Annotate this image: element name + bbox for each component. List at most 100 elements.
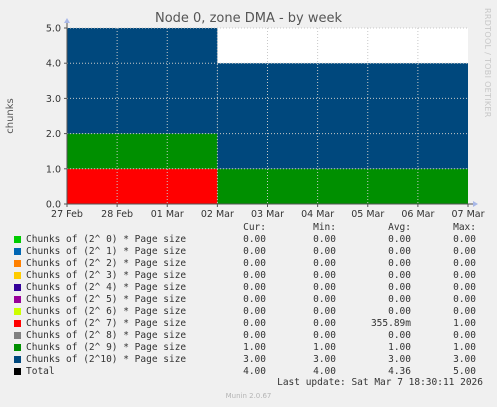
legend-header-avg: Avg: xyxy=(388,222,411,233)
x-tick-label: 27 Feb xyxy=(51,209,83,220)
legend-swatch xyxy=(14,320,21,327)
legend-value-max: 5.00 xyxy=(453,366,476,377)
legend-value-max: 0.00 xyxy=(453,258,476,269)
legend-value-min: 0.00 xyxy=(313,258,336,269)
area-segment-1-series-2 xyxy=(217,63,468,169)
legend-value-cur: 0.00 xyxy=(243,318,266,329)
last-update: Last update: Sat Mar 7 18:30:11 2026 xyxy=(277,377,483,388)
legend-value-max: 0.00 xyxy=(453,270,476,281)
x-axis-arrow xyxy=(473,201,478,207)
legend-value-avg: 1.00 xyxy=(388,342,411,353)
grid-overlay xyxy=(67,27,468,204)
legend-value-cur: 0.00 xyxy=(243,306,266,317)
legend-label: Chunks of (2^ 4) * Page size xyxy=(26,282,187,293)
area-segment-0-series-2 xyxy=(67,28,218,134)
x-tick-label: 04 Mar xyxy=(301,209,334,220)
x-tick-label: 07 Mar xyxy=(451,209,484,220)
legend-value-avg: 0.00 xyxy=(388,234,411,245)
legend-swatch xyxy=(14,248,21,255)
legend-row: Chunks of (2^ 7) * Page size 0.00 0.00 355.… xyxy=(0,318,497,330)
legend-row: Chunks of (2^ 3) * Page size 0.00 0.00 0.00… xyxy=(0,270,497,282)
legend-label: Total xyxy=(26,366,55,377)
legend-value-min: 0.00 xyxy=(313,270,336,281)
legend-value-avg: 0.00 xyxy=(388,258,411,269)
legend-value-min: 0.00 xyxy=(313,234,336,245)
x-tick-label: 01 Mar xyxy=(151,209,184,220)
axis-layer: 0.0 1.0 2.0 3.0 4.0 5.0 27 Feb 28 Feb 01 Mar 02 M… xyxy=(46,18,485,220)
legend-swatch xyxy=(14,260,21,267)
legend-swatch xyxy=(14,356,21,363)
legend-value-cur: 1.00 xyxy=(243,342,266,353)
legend-value-avg: 355.89m xyxy=(370,318,411,329)
legend-header-min: Min: xyxy=(313,222,336,233)
x-tick-label: 06 Mar xyxy=(401,209,434,220)
x-tick-label: 05 Mar xyxy=(351,209,384,220)
y-tick-label: 4.0 xyxy=(46,59,61,70)
legend-value-cur: 0.00 xyxy=(243,258,266,269)
legend-value-min: 0.00 xyxy=(313,306,336,317)
y-tick-label: 5.0 xyxy=(46,24,61,35)
legend-row: Chunks of (2^ 1) * Page size 0.00 0.00 0.00… xyxy=(0,246,497,258)
area-layer xyxy=(67,28,468,204)
legend-value-cur: 0.00 xyxy=(243,270,266,281)
legend-swatch xyxy=(14,344,21,351)
legend-value-cur: 0.00 xyxy=(243,234,266,245)
legend-label: Chunks of (2^ 8) * Page size xyxy=(26,330,187,341)
legend-value-cur: 4.00 xyxy=(243,366,266,377)
legend-header-max: Max: xyxy=(453,222,476,233)
legend-row: Chunks of (2^10) * Page size 3.00 3.00 3.00… xyxy=(0,354,497,366)
legend-value-avg: 0.00 xyxy=(388,246,411,257)
y-tick-label: 1.0 xyxy=(46,164,61,175)
y-tick-label: 3.0 xyxy=(46,94,61,105)
legend-value-avg: 0.00 xyxy=(388,330,411,341)
legend-header-cur: Cur: xyxy=(243,222,266,233)
legend-swatch xyxy=(14,308,21,315)
version-label: Munin 2.0.67 xyxy=(225,392,272,400)
legend-row: Chunks of (2^ 5) * Page size 0.00 0.00 0.00… xyxy=(0,294,497,306)
legend-row: Chunks of (2^ 8) * Page size 0.00 0.00 0.00… xyxy=(0,330,497,342)
chart-title: Node 0, zone DMA - by week xyxy=(154,11,343,26)
legend-row: Chunks of (2^ 9) * Page size 1.00 1.00 1.00… xyxy=(0,342,497,354)
legend-value-max: 0.00 xyxy=(453,330,476,341)
legend-label: Chunks of (2^ 7) * Page size xyxy=(26,318,187,329)
legend-label: Chunks of (2^ 3) * Page size xyxy=(26,270,187,281)
legend-label: Chunks of (2^ 2) * Page size xyxy=(26,258,187,269)
area-segment-0-series-1 xyxy=(67,133,218,169)
legend-row: Total 4.00 4.00 4.36 5.00 xyxy=(0,366,497,378)
legend-value-avg: 0.00 xyxy=(388,294,411,305)
y-tick-label: 2.0 xyxy=(46,129,61,140)
legend-label: Chunks of (2^ 1) * Page size xyxy=(26,246,187,257)
legend-value-max: 3.00 xyxy=(453,354,476,365)
legend-row: Chunks of (2^ 2) * Page size 0.00 0.00 0.00… xyxy=(0,258,497,270)
y-axis-arrow xyxy=(64,18,70,23)
legend-value-avg: 4.36 xyxy=(388,366,411,377)
x-tick-label: 02 Mar xyxy=(201,209,234,220)
legend-row: Chunks of (2^ 0) * Page size 0.00 0.00 0.00… xyxy=(0,234,497,246)
legend-value-cur: 0.00 xyxy=(243,330,266,341)
legend-label: Chunks of (2^ 0) * Page size xyxy=(26,234,187,245)
legend-value-cur: 0.00 xyxy=(243,282,266,293)
legend-value-min: 0.00 xyxy=(313,246,336,257)
legend-row: Chunks of (2^ 6) * Page size 0.00 0.00 0.00… xyxy=(0,306,497,318)
legend-value-avg: 3.00 xyxy=(388,354,411,365)
legend-value-cur: 3.00 xyxy=(243,354,266,365)
rrdtool-credit: RRDTOOL / TOBI OETIKER xyxy=(483,8,492,118)
legend-value-min: 0.00 xyxy=(313,294,336,305)
legend-label: Chunks of (2^ 6) * Page size xyxy=(26,306,187,317)
legend-value-avg: 0.00 xyxy=(388,306,411,317)
legend-value-min: 0.00 xyxy=(313,318,336,329)
x-tick-label: 28 Feb xyxy=(101,209,133,220)
legend-swatch xyxy=(14,284,21,291)
area-segment-1-series-1 xyxy=(217,168,468,204)
legend-row: Chunks of (2^ 4) * Page size 0.00 0.00 0.00… xyxy=(0,282,497,294)
legend-value-min: 3.00 xyxy=(313,354,336,365)
legend-value-min: 1.00 xyxy=(313,342,336,353)
legend-value-max: 0.00 xyxy=(453,282,476,293)
legend-value-avg: 0.00 xyxy=(388,270,411,281)
legend-swatch xyxy=(14,272,21,279)
legend-value-cur: 0.00 xyxy=(243,294,266,305)
legend-value-min: 0.00 xyxy=(313,330,336,341)
legend-value-cur: 0.00 xyxy=(243,246,266,257)
legend-label: Chunks of (2^ 5) * Page size xyxy=(26,294,187,305)
legend-value-min: 4.00 xyxy=(313,366,336,377)
